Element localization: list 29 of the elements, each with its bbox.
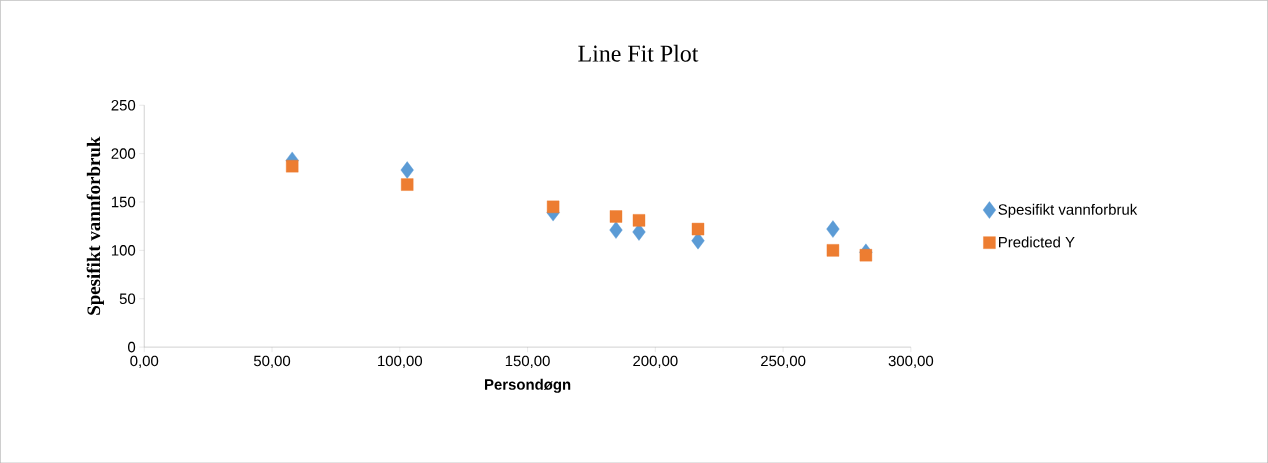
- legend-label: Spesifikt vannforbruk: [998, 203, 1138, 218]
- x-tick-label: 0,00: [130, 355, 159, 368]
- y-tick-label: 250: [111, 99, 136, 111]
- x-tick-label: 50,00: [253, 355, 291, 368]
- y-tick-label: 150: [111, 196, 136, 208]
- chart-title: Line Fit Plot: [578, 44, 699, 62]
- y-tick-label: 0: [128, 341, 136, 353]
- point: [286, 159, 299, 173]
- point: [401, 178, 414, 191]
- x-axis-title: Persondøgn: [485, 378, 571, 393]
- legend-label: Predicted Y: [999, 236, 1075, 248]
- point: [826, 220, 840, 238]
- x-tick-label: 200,00: [633, 355, 678, 368]
- point: [826, 243, 840, 257]
- point: [691, 222, 705, 236]
- point: [859, 248, 873, 262]
- point: [609, 210, 623, 223]
- x-tick-label: 100,00: [378, 355, 423, 368]
- y-axis-title: Spesifikt vannforbruk: [86, 136, 104, 315]
- y-tick-label: 100: [111, 244, 136, 256]
- x-tick-label: 250,00: [761, 355, 806, 368]
- point: [400, 161, 414, 179]
- x-tick-label: 150,00: [505, 355, 550, 368]
- x-tick-label: 300,00: [888, 355, 934, 368]
- y-tick-label: 50: [119, 293, 136, 304]
- point: [632, 214, 646, 227]
- point: [546, 200, 560, 213]
- point: [609, 221, 623, 239]
- y-tick-label: 200: [111, 148, 136, 159]
